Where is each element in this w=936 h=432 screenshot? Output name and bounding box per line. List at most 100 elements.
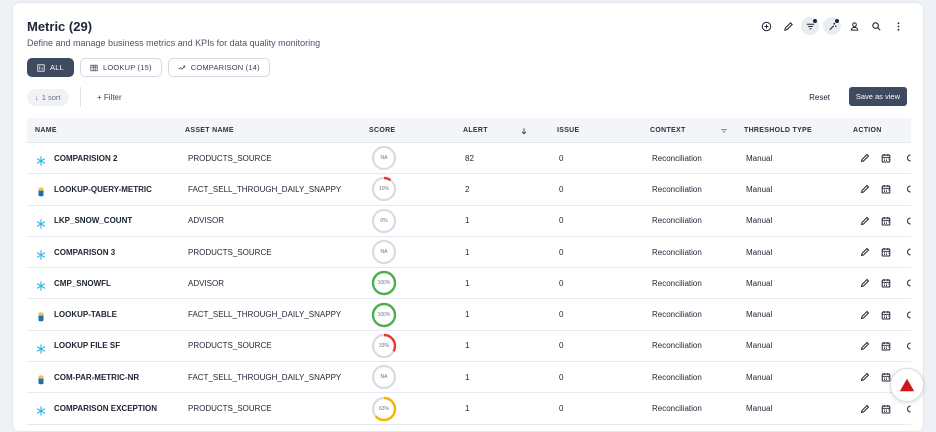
context-value: Reconciliation [652,341,702,351]
score-ring: 0% [371,208,397,234]
sort-desc-icon[interactable] [520,127,528,135]
alert-count: 1 [465,278,470,288]
score-ring: 63% [371,396,397,422]
score-cell: NA [371,237,397,267]
col-score[interactable]: SCORE [369,127,396,134]
edit-icon[interactable] [860,247,870,257]
metric-name[interactable]: LOOKUP-QUERY-METRIC [54,184,152,194]
calendar-icon[interactable] [881,372,891,382]
more-action-icon[interactable] [907,393,911,423]
filter-icon[interactable] [801,17,819,35]
row-actions [860,299,902,329]
column-filter-icon[interactable] [720,127,728,135]
edit-icon[interactable] [860,153,870,163]
table-row[interactable]: LOOKUP-TABLE FACT_SELL_THROUGH_DAILY_SNAP… [27,299,911,331]
table-row[interactable]: LOOKUP-QUERY-METRIC FACT_SELL_THROUGH_DAI… [27,174,911,206]
threshold-type: Manual [746,310,773,320]
table-row[interactable]: COM-PAR-METRIC-NR FACT_SELL_THROUGH_DAILY… [27,362,911,394]
table-row[interactable]: LKP_SNOW_COUNT ADVISOR 0% 1 0 Reconciliation M… [27,206,911,237]
metric-name[interactable]: COMPARISION 2 [54,153,118,163]
calendar-icon[interactable] [881,216,891,226]
more-vertical-icon[interactable] [889,17,907,35]
issue-count: 0 [559,404,564,414]
more-action-icon[interactable] [907,143,911,173]
asset-name: ADVISOR [188,278,225,288]
calendar-icon[interactable] [881,153,891,163]
user-icon[interactable] [845,17,863,35]
snowflake-icon [36,216,46,229]
calendar-icon[interactable] [881,341,891,351]
calendar-icon[interactable] [881,278,891,288]
table-row[interactable]: LOOKUP FILE SF PRODUCTS_SOURCE 33% 1 0 Reconc… [27,331,911,363]
tab-all[interactable]: ALL [27,58,74,77]
add-circle-icon[interactable] [757,17,775,35]
edit-icon[interactable] [860,184,870,194]
col-asset-name[interactable]: ASSET NAME [185,127,234,134]
tab-comparison[interactable]: COMPARISON (14) [167,58,270,77]
metric-name[interactable]: LKP_SNOW_COUNT [54,216,133,226]
threshold-type: Manual [746,216,773,226]
calendar-icon[interactable] [881,247,891,257]
search-icon[interactable] [867,17,885,35]
col-alert[interactable]: ALERT [463,127,488,134]
score-cell: 100% [371,299,397,329]
calendar-icon[interactable] [881,184,891,194]
score-track [371,239,397,265]
threshold-type: Manual [746,372,773,382]
score-label: 100% [377,311,391,318]
reset-button[interactable]: Reset [809,93,830,102]
add-filter-button[interactable]: + Filter [97,93,122,102]
col-threshold-type[interactable]: THRESHOLD TYPE [744,127,812,134]
edit-icon[interactable] [779,17,797,35]
tab-lookup[interactable]: LOOKUP (15) [79,58,162,77]
col-action[interactable]: ACTION [853,127,882,134]
score-arc [371,271,397,296]
edit-icon[interactable] [860,372,870,382]
metric-name[interactable]: COMPARISON 3 [54,247,116,257]
calendar-icon[interactable] [881,310,891,320]
score-track [371,146,397,171]
edit-icon[interactable] [860,278,870,288]
table-row[interactable]: CMP_SNOWFL ADVISOR 100% 1 0 Reconciliation Man… [27,268,911,300]
calendar-icon[interactable] [881,404,891,414]
metric-name[interactable]: LOOKUP-TABLE [54,310,117,320]
more-action-icon[interactable] [907,237,911,267]
more-action-icon[interactable] [907,268,911,298]
asset-name: PRODUCTS_SOURCE [188,247,272,257]
asset-name: FACT_SELL_THROUGH_DAILY_SNAPPY [188,372,342,382]
edit-icon[interactable] [860,404,870,414]
table-icon [90,64,98,71]
magic-icon[interactable] [823,17,841,35]
table-row[interactable]: COMPARISON EXCEPTION PRODUCTS_SOURCE 63% 1 0… [27,393,911,425]
more-action-icon[interactable] [907,174,911,204]
score-arc [371,302,397,327]
metric-name[interactable]: COMPARISON EXCEPTION [54,404,157,414]
tab-bar: ALL LOOKUP (15) COMPARISON (14) [27,58,270,77]
more-action-icon[interactable] [907,331,911,361]
col-name[interactable]: NAME [35,127,57,134]
table-row[interactable]: COMPARISON 3 PRODUCTS_SOURCE NA 1 0 Reconcili… [27,237,911,269]
col-alert-label: ALERT [463,127,488,134]
grid-icon [37,63,45,72]
edit-icon[interactable] [860,310,870,320]
snowflake-icon [36,403,46,417]
edit-icon[interactable] [860,341,870,351]
help-fab-button[interactable] [890,368,924,402]
more-action-icon[interactable] [907,299,911,329]
col-issue[interactable]: ISSUE [557,127,580,134]
score-track [371,208,397,233]
more-action-icon[interactable] [907,206,911,236]
sort-pill[interactable]: ↓ 1 sort [27,89,69,106]
score-cell: 10% [371,174,397,204]
metric-name[interactable]: COM-PAR-METRIC-NR [54,372,140,382]
metric-name[interactable]: CMP_SNOWFL [54,278,111,288]
edit-icon[interactable] [860,216,870,226]
save-as-view-button[interactable]: Save as view [848,87,907,106]
table-row[interactable]: COMPARISION 2 PRODUCTS_SOURCE NA 82 0 Reconci… [27,143,911,175]
database-icon [36,309,46,322]
compare-icon [178,65,185,70]
col-context[interactable]: CONTEXT [650,127,686,134]
threshold-type: Manual [746,341,773,351]
tab-lookup-label: LOOKUP (15) [102,63,152,72]
metric-name[interactable]: LOOKUP FILE SF [54,341,121,351]
